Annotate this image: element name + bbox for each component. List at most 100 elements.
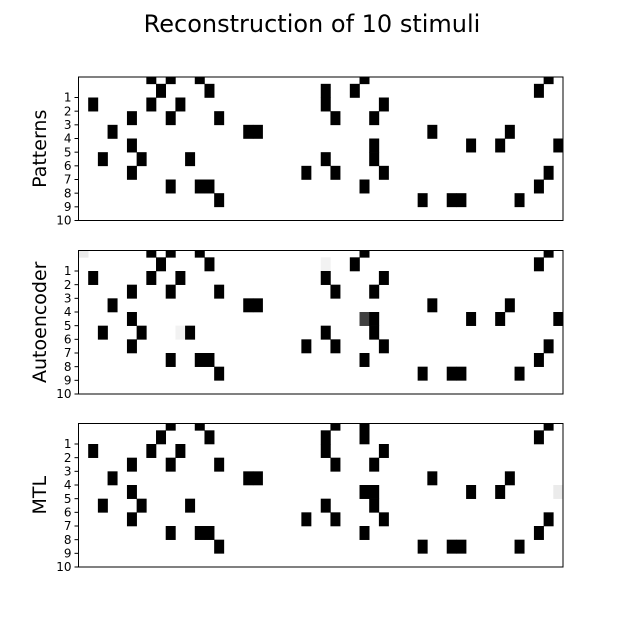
- heatmap-cell: [320, 152, 331, 167]
- heatmap-cell: [533, 526, 544, 540]
- heatmap-cell: [504, 471, 515, 486]
- heatmap-cell: [330, 111, 341, 126]
- heatmap-cell: [504, 124, 515, 139]
- heatmap-cell: [126, 165, 137, 180]
- heatmap-cell: [165, 179, 176, 194]
- heatmap-cell: [243, 298, 254, 313]
- heatmap-cell: [543, 512, 554, 527]
- y-tick-label: 10: [56, 214, 71, 228]
- heatmap-cell: [359, 77, 370, 85]
- heatmap-cell: [156, 83, 167, 98]
- heatmap-cell: [97, 325, 108, 340]
- heatmap-cell: [165, 77, 176, 85]
- heatmap-cell: [320, 271, 331, 285]
- heatmap-cell: [97, 152, 108, 167]
- y-tick-label: 5: [64, 145, 72, 159]
- heatmap-cell: [543, 77, 554, 85]
- heatmap-cell: [194, 250, 205, 258]
- y-tick-label: 3: [64, 292, 72, 306]
- y-tick-label: 2: [64, 104, 72, 118]
- heatmap-cell: [243, 471, 254, 486]
- y-axis-label: Patterns: [29, 110, 51, 188]
- heatmap-cell: [378, 97, 389, 112]
- y-axis-label: MTL: [29, 476, 51, 515]
- heatmap-cell: [359, 526, 370, 540]
- heatmap-cell: [243, 124, 254, 139]
- heatmap-cell: [320, 97, 331, 112]
- heatmap-cell: [369, 485, 380, 499]
- heatmap-cell: [175, 444, 186, 458]
- y-tick-label: 1: [64, 437, 72, 451]
- heatmap-cell: [369, 312, 380, 326]
- heatmap-cell: [156, 430, 167, 445]
- heatmap-cell: [456, 539, 467, 554]
- y-tick-label: 1: [64, 91, 72, 105]
- heatmap-cell: [466, 485, 477, 499]
- heatmap-cells: [78, 250, 563, 381]
- heatmap-cell: [88, 97, 99, 112]
- panel-frame: [78, 250, 564, 395]
- heatmap-cell: [533, 430, 544, 445]
- heatmap-cell: [359, 250, 370, 258]
- heatmap-cell: [126, 512, 137, 527]
- heatmap-cell: [349, 83, 360, 98]
- heatmap-cell: [165, 250, 176, 258]
- heatmap-cell: [320, 430, 331, 445]
- heatmap-cell: [165, 353, 176, 367]
- heatmap-cell: [427, 124, 438, 139]
- heatmap-cell: [417, 539, 428, 554]
- heatmap-cell: [146, 444, 157, 458]
- y-tick-label: 8: [64, 360, 72, 374]
- heatmap-cell: [359, 485, 370, 499]
- heatmap-cell: [301, 512, 312, 527]
- heatmap-cell: [88, 271, 99, 285]
- heatmap-cell: [136, 152, 147, 167]
- heatmap-cell: [369, 284, 380, 299]
- heatmap-cell: [214, 539, 225, 554]
- heatmap-cell: [204, 526, 215, 540]
- heatmap-cell: [330, 423, 341, 431]
- heatmap-cell: [126, 284, 137, 299]
- heatmap-cells: [88, 77, 563, 208]
- heatmap-cell: [185, 498, 196, 513]
- y-tick-label: 1: [64, 264, 72, 278]
- heatmap-cell: [194, 353, 205, 367]
- heatmap-cell: [214, 193, 225, 208]
- heatmap-cell: [301, 165, 312, 180]
- heatmap-cell: [378, 512, 389, 527]
- heatmap-cell: [359, 312, 370, 326]
- heatmap-cell: [214, 366, 225, 381]
- heatmap-cell: [504, 298, 515, 313]
- heatmap-cell: [533, 83, 544, 98]
- heatmap-cell: [330, 339, 341, 354]
- y-tick-label: 6: [64, 333, 72, 347]
- heatmap-cell: [543, 339, 554, 354]
- heatmap-cell: [369, 457, 380, 472]
- heatmap-cell: [214, 457, 225, 472]
- heatmap-cell: [533, 353, 544, 367]
- heatmap-cell: [417, 193, 428, 208]
- heatmap-cell: [466, 138, 477, 153]
- heatmap-cell: [204, 257, 215, 272]
- y-tick-label: 7: [64, 173, 72, 187]
- heatmap-cell: [514, 539, 525, 554]
- heatmap-cell: [126, 138, 137, 153]
- heatmap-cell: [136, 325, 147, 340]
- heatmap-cell: [107, 298, 118, 313]
- heatmap-cell: [214, 111, 225, 126]
- heatmap-cell: [126, 457, 137, 472]
- heatmap-cell: [146, 77, 157, 85]
- heatmap-cell: [204, 353, 215, 367]
- y-tick-label: 5: [64, 492, 72, 506]
- heatmap-cell: [543, 423, 554, 431]
- y-tick-label: 2: [64, 451, 72, 465]
- heatmap-cell: [165, 457, 176, 472]
- panel-frame: [78, 76, 564, 221]
- heatmap-cell: [320, 325, 331, 340]
- heatmap-cell: [252, 471, 263, 486]
- heatmap-cell: [126, 111, 137, 126]
- heatmap-cell: [107, 471, 118, 486]
- heatmap-cells: [88, 423, 563, 554]
